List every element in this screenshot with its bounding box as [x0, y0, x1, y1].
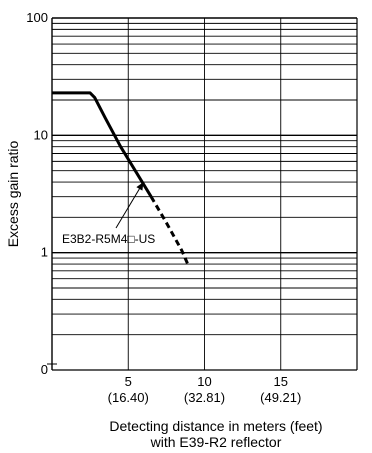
y-tick-label: 10 [34, 127, 48, 142]
y-tick-label: 1 [41, 245, 48, 260]
series-line-dashed [149, 195, 190, 265]
x-tick-feet-label: (16.40) [108, 390, 149, 405]
chart-axes [47, 17, 358, 371]
series-line-solid [52, 91, 153, 198]
annotation-leader-line [115, 181, 144, 229]
x-tick-labels: 5(16.40) 10(32.81) 15(49.21) [108, 374, 302, 405]
chart-annotation: E3B2-R5M4□-US [62, 181, 155, 246]
x-tick-feet-label: (32.81) [184, 390, 225, 405]
x-axis-label-line1: Detecting distance in meters (feet) [109, 418, 322, 434]
y-tick-label: 0 [41, 362, 48, 377]
x-tick-feet-label: (49.21) [260, 390, 301, 405]
chart-series [52, 91, 190, 265]
x-axis-label-line2: with E39-R2 reflector [150, 434, 282, 450]
x-tick-label: 5 [125, 374, 132, 389]
x-tick-label: 15 [274, 374, 288, 389]
y-axis-label: Excess gain ratio [5, 140, 21, 247]
annotation-arrowhead [136, 182, 144, 191]
annotation-label: E3B2-R5M4□-US [62, 232, 155, 246]
x-tick-label: 10 [197, 374, 211, 389]
chart-grid [52, 18, 357, 370]
y-tick-label: 100 [26, 10, 48, 25]
